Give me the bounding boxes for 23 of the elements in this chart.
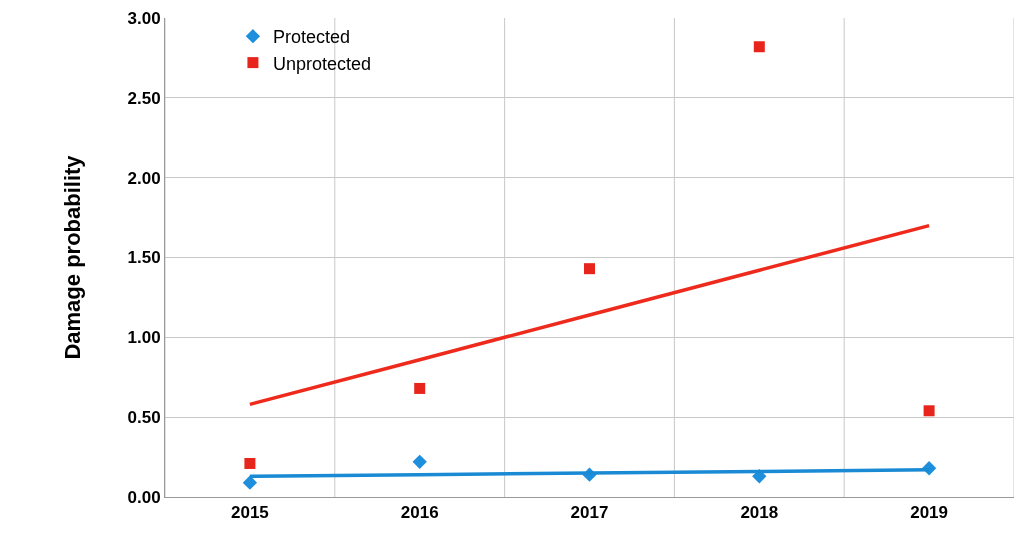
legend-label: Protected <box>272 27 350 48</box>
point <box>753 41 765 53</box>
x-tick-label: 2017 <box>570 503 609 523</box>
y-tick-label: 1.50 <box>127 248 161 268</box>
point <box>923 405 935 417</box>
legend-label: Unprotected <box>272 53 371 74</box>
y-tick-label: 0.00 <box>127 487 161 507</box>
x-tick-label: 2018 <box>740 503 779 523</box>
y-tick-label: 2.00 <box>127 168 161 188</box>
y-tick-label: 1.00 <box>127 328 161 348</box>
x-tick-label: 2019 <box>910 503 949 523</box>
y-tick-label: 2.50 <box>127 88 161 108</box>
y-tick-label: 0.50 <box>127 408 161 428</box>
point <box>584 263 595 275</box>
point <box>242 475 258 490</box>
point <box>244 457 256 469</box>
y-tick-label: 3.00 <box>127 8 161 28</box>
y-axis-title: Damage probability <box>60 154 86 360</box>
point <box>414 382 426 394</box>
point <box>412 454 427 470</box>
x-tick-label: 2016 <box>400 503 439 523</box>
x-tick-label: 2015 <box>230 503 269 523</box>
line-series <box>248 223 931 407</box>
